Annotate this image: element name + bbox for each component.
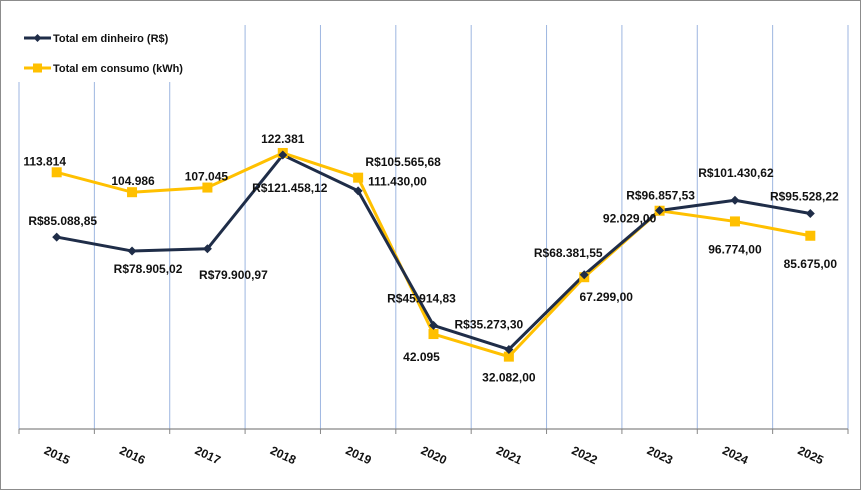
legend-item-money[interactable]: Total em dinheiro (R$) xyxy=(24,33,169,45)
x-tick-label: 2022 xyxy=(570,443,600,467)
consumption-marker xyxy=(353,172,364,183)
money-marker xyxy=(278,150,288,160)
x-tick-label: 2025 xyxy=(796,443,826,467)
money-data-label: R$101.430,62 xyxy=(698,166,774,180)
consumption-data-label: 111.430,00 xyxy=(368,175,427,189)
x-tick-label: 2019 xyxy=(343,443,373,467)
consumption-marker xyxy=(127,187,138,198)
money-marker xyxy=(655,206,665,216)
money-data-label: R$105.565,68 xyxy=(365,155,441,169)
money-data-label: R$78.905,02 xyxy=(114,262,183,276)
consumption-data-label: 92.029,00 xyxy=(603,212,657,226)
x-tick-label: 2024 xyxy=(720,443,750,467)
series-markers xyxy=(51,147,816,362)
consumption-marker xyxy=(805,230,816,241)
x-tick-label: 2017 xyxy=(193,443,223,467)
money-marker xyxy=(579,270,589,280)
consumption-marker xyxy=(428,329,439,340)
x-tick-label: 2021 xyxy=(494,443,524,467)
legend: Total em dinheiro (R$) Total em consumo … xyxy=(24,33,183,75)
consumption-data-label: 67.299,00 xyxy=(580,290,634,304)
x-tick-label: 2015 xyxy=(42,443,72,467)
legend-label-consumption: Total em consumo (kWh) xyxy=(53,63,183,75)
money-marker xyxy=(202,244,212,254)
legend-label-money: Total em dinheiro (R$) xyxy=(53,33,169,45)
consumption-marker xyxy=(51,167,62,178)
money-data-label: R$68.381,55 xyxy=(534,246,603,260)
consumption-data-label: 104.986 xyxy=(111,174,155,188)
money-data-label: R$45.914,83 xyxy=(387,291,456,305)
legend-square-icon xyxy=(33,63,42,73)
consumption-marker xyxy=(202,182,213,193)
consumption-data-label: 96.774,00 xyxy=(708,242,762,256)
consumption-marker xyxy=(503,351,514,362)
legend-diamond-icon xyxy=(33,34,42,42)
money-data-label: R$35.273,30 xyxy=(454,317,523,331)
money-marker xyxy=(730,195,740,205)
data-labels: R$85.088,85 R$78.905,02 R$79.900,97 R$121.4… xyxy=(23,132,839,385)
money-data-label: R$85.088,85 xyxy=(28,214,97,228)
gridlines xyxy=(18,25,849,429)
x-tick-label: 2023 xyxy=(645,443,675,467)
consumption-marker xyxy=(729,216,740,227)
money-data-label: R$95.528,22 xyxy=(770,190,839,204)
consumption-data-label: 107.045 xyxy=(185,170,229,184)
legend-item-consumption[interactable]: Total em consumo (kWh) xyxy=(24,63,183,75)
x-axis xyxy=(18,428,849,434)
money-data-label: R$79.900,97 xyxy=(199,268,268,282)
consumption-data-label: 42.095 xyxy=(403,350,440,364)
money-marker xyxy=(805,209,815,219)
x-tick-label: 2020 xyxy=(419,443,449,467)
money-marker xyxy=(504,344,514,354)
consumption-data-label: 113.814 xyxy=(23,154,66,168)
money-marker xyxy=(429,320,438,330)
money-data-label: R$96.857,53 xyxy=(626,189,695,203)
money-marker xyxy=(52,232,62,242)
x-tick-label: 2016 xyxy=(117,443,147,467)
consumption-data-label: 32.082,00 xyxy=(482,371,536,385)
money-marker xyxy=(127,246,137,256)
consumption-data-label: 122.381 xyxy=(261,132,305,146)
consumption-data-label: 85.675,00 xyxy=(784,257,838,271)
x-tick-label: 2018 xyxy=(268,443,298,467)
money-data-label: R$121.458,12 xyxy=(252,181,328,195)
x-tick-labels: 2015 2016 2017 2018 2019 2020 2021 2022 2023 2024… xyxy=(42,443,826,467)
money-marker xyxy=(353,186,363,196)
